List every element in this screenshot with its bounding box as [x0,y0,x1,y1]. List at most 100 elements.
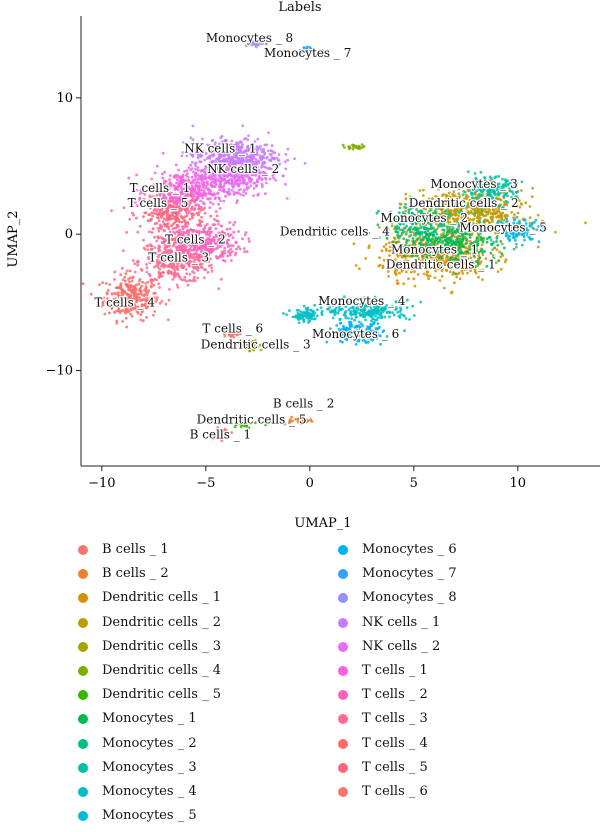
scatter-point [476,215,480,219]
scatter-point [124,306,128,310]
y-tick-label: −10 [46,364,73,379]
scatter-point [168,230,172,234]
scatter-point [241,124,245,128]
scatter-point [252,194,255,198]
scatter-point [266,149,270,153]
scatter-point [172,267,175,271]
scatter-point [307,318,311,322]
scatter-point [181,233,185,237]
scatter-point [135,300,139,303]
scatter-point [195,253,199,256]
scatter-point [427,277,430,280]
scatter-point [205,243,209,247]
scatter-point [473,172,477,175]
scatter-point [155,239,159,243]
scatter-point [404,232,408,236]
scatter-point [370,323,374,327]
scatter-point [197,230,201,234]
scatter-point [144,211,148,215]
scatter-point [479,170,483,174]
scatter-point [453,281,456,285]
scatter-point [249,184,253,188]
scatter-point [205,157,209,160]
scatter-point [161,264,165,268]
scatter-point [210,230,213,234]
scatter-point [140,293,144,297]
scatter-point [127,295,131,299]
scatter-point [305,308,308,311]
scatter-point [112,301,115,305]
scatter-point [178,237,182,241]
scatter-point [218,238,222,241]
scatter-point [160,206,164,209]
scatter-point [500,213,504,217]
scatter-point [195,233,198,236]
scatter-point [420,232,423,236]
scatter-point [203,191,206,195]
scatter-point [236,245,240,249]
scatter-point [176,223,179,227]
scatter-point [148,230,151,234]
x-tick-label: 0 [306,476,314,491]
scatter-point [496,215,500,219]
scatter-point [106,297,109,301]
scatter-point [158,268,162,271]
scatter-point [293,157,296,161]
scatter-point [160,172,164,176]
scatter-point [419,226,422,230]
scatter-point [130,279,134,283]
scatter-point [131,275,135,279]
scatter-point [404,317,408,320]
scatter-point [536,213,540,217]
scatter-point [108,311,111,315]
scatter-point [164,302,168,306]
scatter-point [404,202,407,206]
scatter-point [191,170,195,174]
scatter-point [155,253,159,257]
scatter-point [208,234,212,238]
cluster-label: Dendritic cells _ 3 [201,338,311,352]
scatter-point [520,180,524,184]
scatter-point [214,247,218,251]
scatter-point [235,201,239,205]
scatter-point [422,272,426,276]
scatter-point [384,249,388,252]
scatter-point [124,311,127,315]
scatter-point [193,258,197,261]
scatter-point [409,234,412,237]
scatter-point [229,247,233,251]
scatter-point [524,201,528,205]
scatter-point [224,194,228,198]
scatter-point [196,156,200,160]
scatter-point [398,234,402,238]
scatter-point [410,230,413,234]
scatter-point [150,231,154,234]
scatter-point [272,176,275,180]
scatter-point [242,137,246,141]
scatter-point [192,260,196,263]
scatter-point [275,156,279,160]
scatter-point [196,168,200,172]
scatter-point [179,247,183,251]
scatter-point [450,231,454,235]
scatter-point [201,250,204,254]
scatter-point [132,287,136,290]
scatter-point [520,243,524,247]
scatter-point [440,274,444,278]
scatter-point [195,263,199,267]
scatter-point [385,310,389,314]
scatter-point [108,283,112,286]
scatter-point [458,237,462,241]
scatter-point [482,236,485,240]
scatter-point [432,230,436,234]
scatter-point [162,262,165,265]
scatter-point [196,166,200,170]
scatter-point [398,202,402,206]
scatter-point [210,269,214,273]
scatter-point [222,199,226,203]
scatter-point [480,209,484,213]
scatter-point [466,271,469,275]
scatter-point [392,313,396,317]
scatter-point [297,309,301,312]
